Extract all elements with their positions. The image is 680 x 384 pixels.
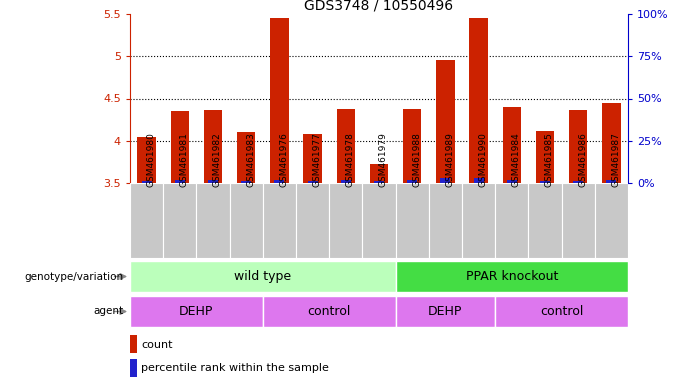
Text: GSM461977: GSM461977 [313,132,322,187]
Text: wild type: wild type [234,270,291,283]
Bar [495,296,628,327]
Bar [163,183,197,258]
Text: control: control [307,305,351,318]
Bar [130,296,262,327]
Text: agent: agent [93,306,123,316]
Text: GSM461985: GSM461985 [545,132,554,187]
Bar [337,109,355,183]
Bar [562,183,595,258]
Text: DEHP: DEHP [180,305,214,318]
Bar [307,181,318,183]
Bar [507,180,517,183]
Bar [208,180,218,183]
Text: GSM461980: GSM461980 [147,132,156,187]
Text: PPAR knockout: PPAR knockout [466,270,558,283]
Title: GDS3748 / 10550496: GDS3748 / 10550496 [305,0,454,13]
Bar [270,18,288,183]
Bar [396,296,495,327]
Bar [573,181,583,183]
Text: GSM461988: GSM461988 [412,132,421,187]
Bar [197,183,230,258]
Text: GSM461987: GSM461987 [611,132,620,187]
Bar [137,137,156,183]
Bar [230,183,262,258]
Bar [403,109,422,183]
Text: GSM461979: GSM461979 [379,132,388,187]
Text: count: count [141,339,173,349]
Bar [602,103,621,183]
Bar [204,110,222,183]
Text: GSM461989: GSM461989 [445,132,454,187]
Bar [341,180,351,183]
Bar [607,180,617,183]
Bar [569,110,588,183]
Text: GSM461986: GSM461986 [578,132,588,187]
Bar [130,359,137,377]
Bar [536,131,554,183]
Text: GSM461981: GSM461981 [180,132,189,187]
Bar [495,183,528,258]
Bar [274,180,284,183]
Bar [130,335,137,353]
Bar [407,180,418,183]
Bar [241,181,251,183]
Text: GSM461982: GSM461982 [213,132,222,187]
Bar [175,180,185,183]
Text: GSM461983: GSM461983 [246,132,255,187]
Text: GSM461984: GSM461984 [512,132,521,187]
Text: GSM461978: GSM461978 [346,132,355,187]
Bar [429,183,462,258]
Bar [262,296,396,327]
Bar [296,183,329,258]
Bar [141,181,152,183]
Bar [437,60,454,183]
Bar [441,178,450,183]
Bar [329,183,362,258]
Bar [262,183,296,258]
Bar [374,181,384,183]
Bar [595,183,628,258]
Text: GSM461990: GSM461990 [479,132,488,187]
Bar [396,183,429,258]
Text: control: control [540,305,583,318]
Bar [528,183,562,258]
Bar [171,111,189,183]
Bar [130,261,396,292]
Bar [237,132,255,183]
Bar [303,134,322,183]
Text: DEHP: DEHP [428,305,462,318]
Bar [462,183,495,258]
Bar [396,261,628,292]
Bar [503,107,521,183]
Text: GSM461976: GSM461976 [279,132,288,187]
Text: percentile rank within the sample: percentile rank within the sample [141,363,329,373]
Bar [540,181,550,183]
Bar [130,183,163,258]
Bar [473,178,483,183]
Bar [362,183,396,258]
Text: genotype/variation: genotype/variation [24,271,123,281]
Bar [469,18,488,183]
Bar [370,164,388,183]
